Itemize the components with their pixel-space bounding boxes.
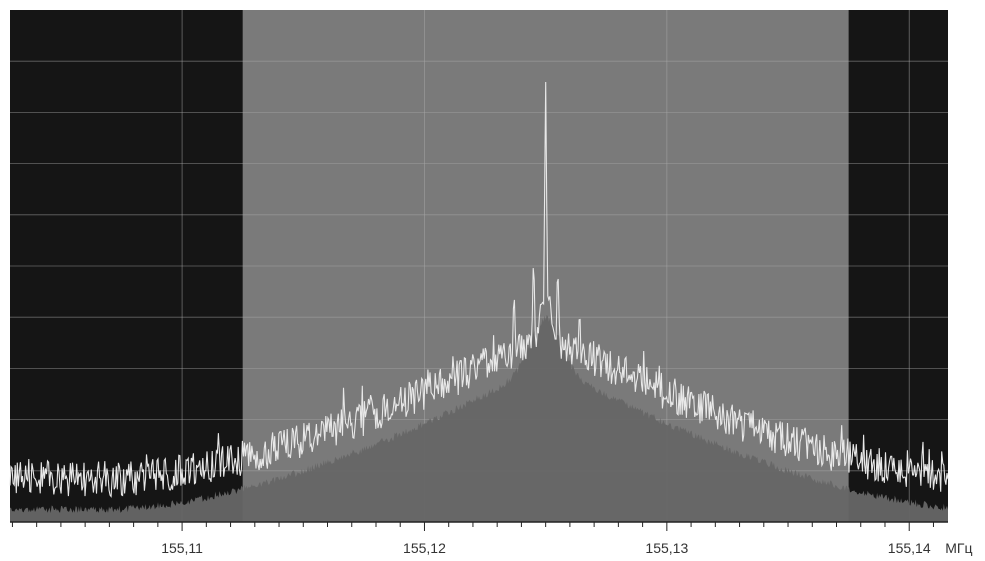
average-fill-path: [10, 314, 948, 522]
peak-trace-path: [9, 81, 949, 498]
x-tick-labels: 155,11 155,12 155,13 155,14 МГц: [161, 540, 972, 556]
x-unit-label: МГц: [945, 540, 972, 556]
x-tick-label: 155,11: [161, 540, 203, 556]
x-tick-label: 155,14: [888, 540, 931, 556]
x-tick-label: 155,13: [645, 540, 688, 556]
average-fill-area: [10, 314, 948, 522]
x-axis: [10, 521, 948, 531]
x-tick-label: 155,12: [403, 540, 446, 556]
peak-trace-line: [9, 81, 949, 498]
